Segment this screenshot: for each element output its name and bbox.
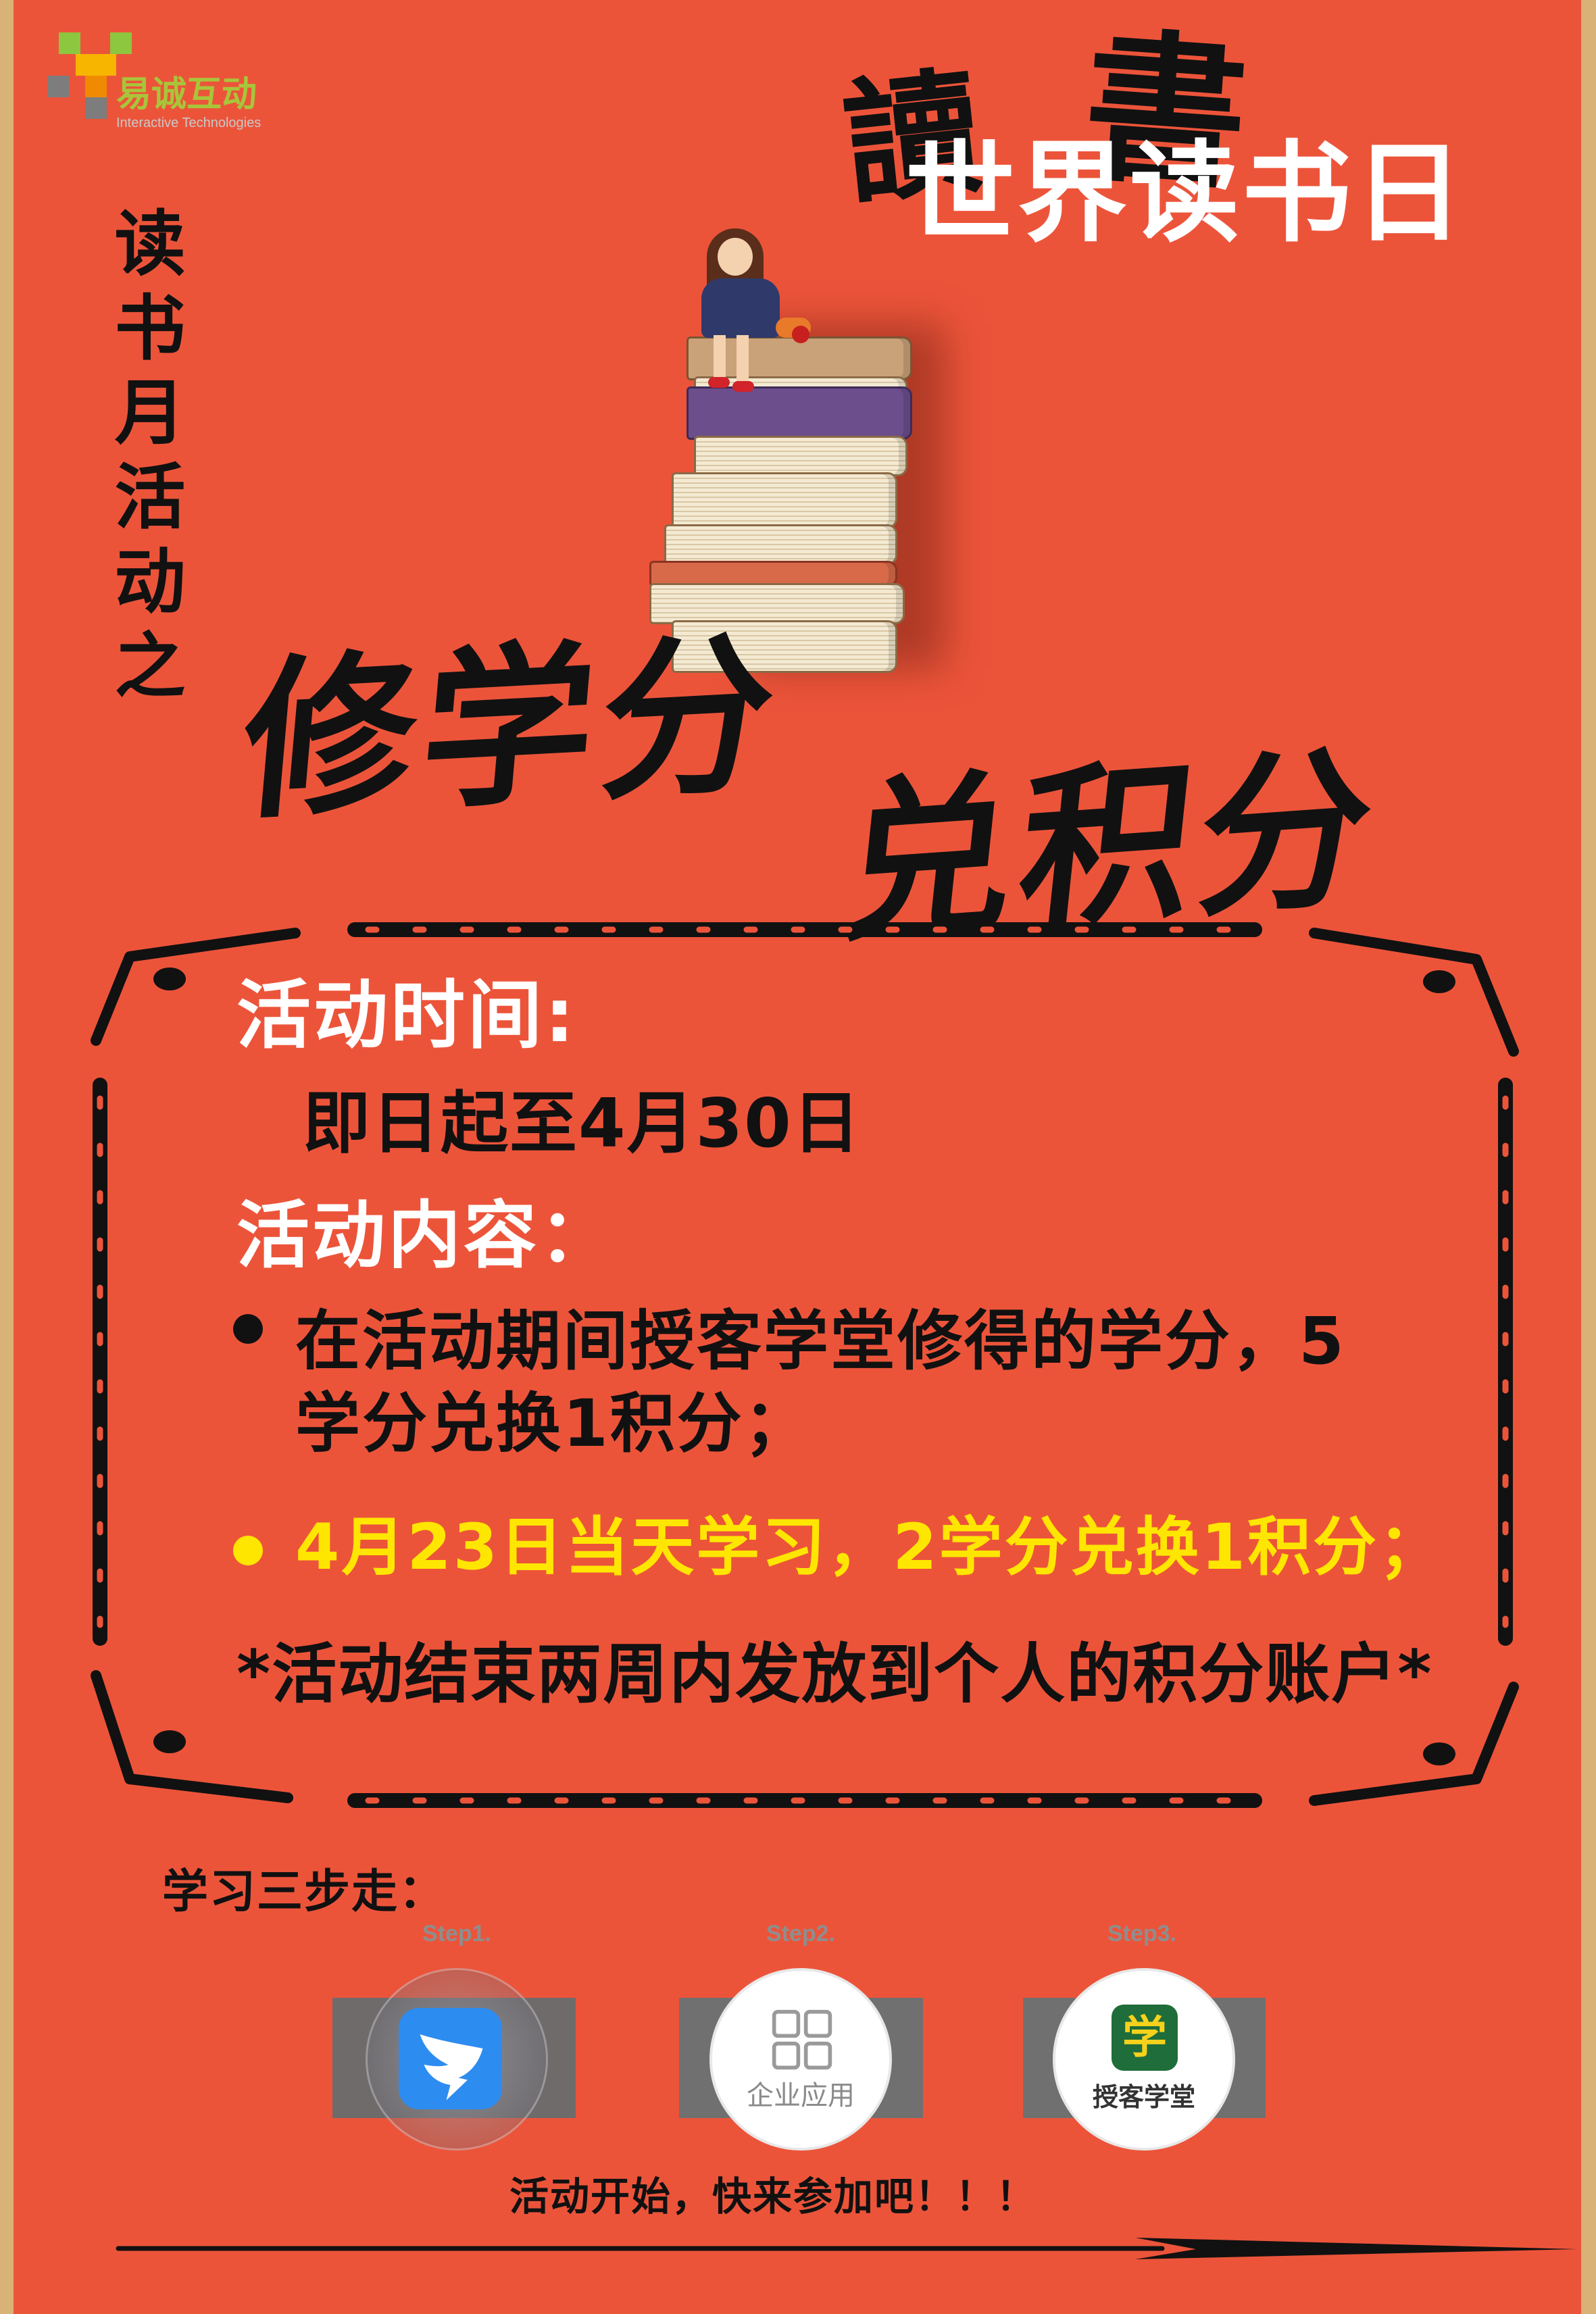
step-2-caption: 企业应用 bbox=[747, 2080, 855, 2111]
frame-dot bbox=[1423, 1742, 1455, 1765]
bullet-dot bbox=[233, 1314, 263, 1344]
logo-name: 易诚互动 bbox=[116, 74, 257, 115]
logo-block-icon bbox=[95, 54, 116, 76]
frame-dot bbox=[153, 967, 186, 990]
frame-corner-top-left bbox=[91, 928, 301, 1046]
rule-1-line-2: 学分兑换1积分； bbox=[295, 1386, 811, 1461]
bullet-dot-highlight bbox=[233, 1536, 263, 1565]
steps-heading: 学习三步走： bbox=[162, 1865, 447, 1919]
activity-content-heading: 活动内容： bbox=[236, 1194, 616, 1278]
logo-block-icon bbox=[85, 97, 107, 119]
activity-time-heading: 活动时间: bbox=[236, 972, 577, 1059]
frame-corner-bottom-right bbox=[1309, 1682, 1519, 1806]
girl-head bbox=[718, 238, 753, 276]
step-1-screenshot bbox=[332, 1968, 576, 2150]
step-3-caption: 授客学堂 bbox=[1092, 2082, 1195, 2112]
call-to-action: 活动开始，快来参加吧！！！ bbox=[509, 2173, 1037, 2219]
apple-figure bbox=[792, 326, 809, 343]
header-title-world-book-day: 世界读书日 bbox=[905, 129, 1466, 257]
frame-dot bbox=[1423, 970, 1455, 993]
activity-note: *活动结束两周内发放到个人的积分账户* bbox=[236, 1636, 1433, 1712]
company-logo: 易诚互动 Interactive Technologies bbox=[0, 0, 284, 142]
logo-subtitle: Interactive Technologies bbox=[116, 116, 261, 130]
logo-block-icon bbox=[47, 76, 69, 97]
logo-block-icon bbox=[59, 32, 80, 54]
logo-block-icon bbox=[110, 32, 132, 54]
left-border-strip bbox=[0, 0, 14, 2314]
dingtalk-icon bbox=[399, 2008, 502, 2109]
step-2-label: Step2. bbox=[766, 1921, 836, 1946]
book-stack-illustration bbox=[635, 216, 959, 676]
step-2-highlight-circle: 企业应用 bbox=[709, 1968, 892, 2150]
vertical-title: 读书月活动之 bbox=[103, 206, 185, 713]
girl-leg bbox=[737, 335, 749, 382]
arrow-head bbox=[1135, 2238, 1577, 2259]
step-3-label: Step3. bbox=[1107, 1921, 1177, 1946]
grid-apps-icon bbox=[772, 2009, 832, 2070]
right-border-strip bbox=[1581, 0, 1596, 2314]
logo-block-icon bbox=[85, 76, 107, 97]
frame-corner-bottom-left bbox=[91, 1670, 293, 1803]
xue-app-icon: 学 bbox=[1112, 2005, 1178, 2071]
girl-leg bbox=[714, 335, 726, 380]
book bbox=[672, 620, 897, 673]
logo-block-icon bbox=[76, 54, 97, 76]
girl-shoe bbox=[732, 381, 754, 392]
step-2-screenshot: 企业应用 bbox=[679, 1968, 923, 2150]
frame-corner-top-right bbox=[1309, 928, 1519, 1057]
step-3-screenshot: 学 授客学堂 bbox=[1023, 1968, 1266, 2150]
rule-1-line-1: 在活动期间授客学堂修得的学分，5 bbox=[295, 1303, 1346, 1379]
step-1-label: Step1. bbox=[422, 1921, 492, 1946]
girl-dress bbox=[701, 278, 780, 338]
dingtalk-wing-icon bbox=[420, 2034, 483, 2101]
activity-time-value: 即日起至4月30日 bbox=[303, 1084, 862, 1163]
rule-2-highlight: 4月23日当天学习，2学分兑换1积分； bbox=[295, 1511, 1445, 1584]
frame-dot bbox=[153, 1730, 186, 1753]
step-3-highlight-circle: 学 授客学堂 bbox=[1053, 1968, 1235, 2150]
girl-shoe bbox=[708, 377, 730, 388]
